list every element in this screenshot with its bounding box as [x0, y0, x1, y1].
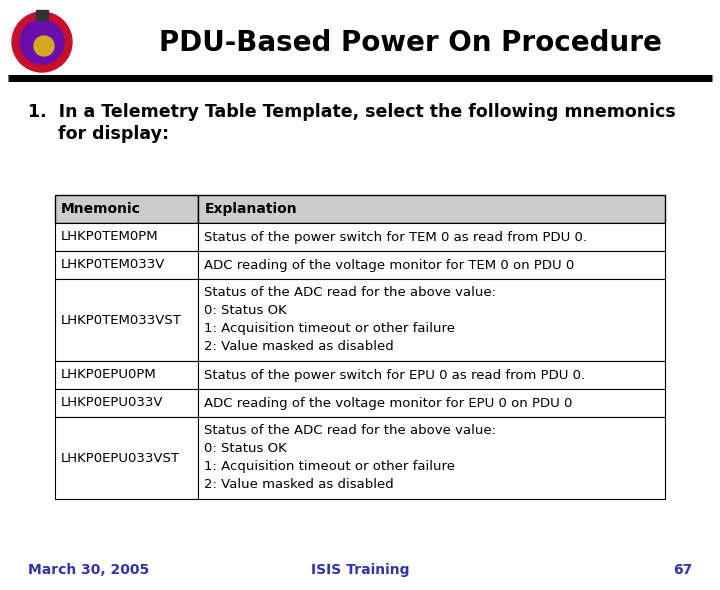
Bar	[55, 223, 198, 251]
Bar	[55, 417, 198, 499]
Text: 67: 67	[672, 563, 692, 577]
Text: Status of the ADC read for the above value:
0: Status OK
1: Acquisition timeout : Status of the ADC read for the above val…	[204, 286, 496, 353]
Bar	[198, 389, 665, 417]
Text: LHKP0TEM033V: LHKP0TEM033V	[61, 258, 166, 271]
Text: March 30, 2005: March 30, 2005	[28, 563, 149, 577]
Bar	[198, 361, 665, 389]
Text: Mnemonic: Mnemonic	[61, 202, 141, 216]
Text: PDU-Based Power On Procedure: PDU-Based Power On Procedure	[159, 29, 662, 57]
Bar	[55, 279, 198, 361]
Bar	[36, 10, 48, 20]
Text: ADC reading of the voltage monitor for EPU 0 on PDU 0: ADC reading of the voltage monitor for E…	[204, 396, 572, 409]
Circle shape	[12, 12, 72, 72]
Text: Status of the power switch for EPU 0 as read from PDU 0.: Status of the power switch for EPU 0 as …	[204, 369, 585, 382]
Text: LHKP0EPU033VST: LHKP0EPU033VST	[61, 451, 180, 464]
Text: LHKP0TEM0PM: LHKP0TEM0PM	[61, 231, 158, 244]
Text: 1.  In a Telemetry Table Template, select the following mnemonics: 1. In a Telemetry Table Template, select…	[28, 103, 676, 121]
Text: LHKP0TEM033VST: LHKP0TEM033VST	[61, 313, 182, 326]
Bar	[55, 195, 198, 223]
Bar	[55, 389, 198, 417]
Bar	[198, 251, 665, 279]
Text: LHKP0EPU0PM: LHKP0EPU0PM	[61, 369, 157, 382]
Text: Status of the ADC read for the above value:
0: Status OK
1: Acquisition timeout : Status of the ADC read for the above val…	[204, 424, 496, 491]
Circle shape	[34, 36, 54, 56]
Circle shape	[20, 20, 64, 64]
Text: ISIS Training: ISIS Training	[311, 563, 409, 577]
Text: Explanation: Explanation	[204, 202, 297, 216]
Text: LHKP0EPU033V: LHKP0EPU033V	[61, 396, 163, 409]
Text: ADC reading of the voltage monitor for TEM 0 on PDU 0: ADC reading of the voltage monitor for T…	[204, 258, 575, 271]
Bar	[55, 361, 198, 389]
Text: Status of the power switch for TEM 0 as read from PDU 0.: Status of the power switch for TEM 0 as …	[204, 231, 588, 244]
Bar	[198, 279, 665, 361]
Bar	[55, 251, 198, 279]
Bar	[198, 417, 665, 499]
Bar	[198, 223, 665, 251]
Text: for display:: for display:	[28, 125, 169, 143]
Bar	[198, 195, 665, 223]
